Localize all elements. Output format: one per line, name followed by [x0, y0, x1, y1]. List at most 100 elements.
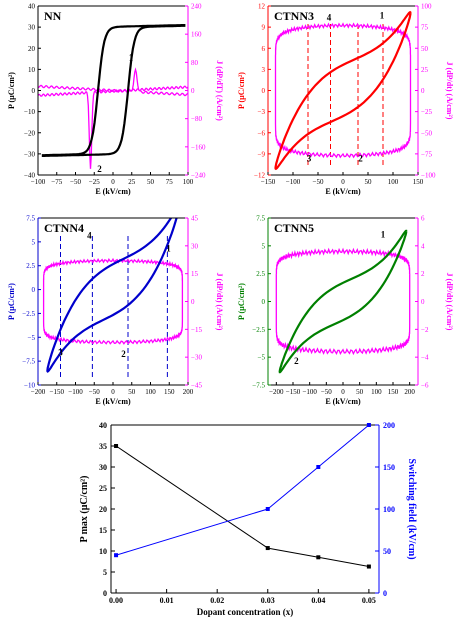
- y-tick-label: −40: [24, 172, 35, 180]
- y-tick-label: 12: [258, 3, 266, 11]
- y2-tick-label: 2: [421, 270, 425, 278]
- series-line-1: [115, 424, 370, 556]
- y-tick-label: 40: [28, 3, 36, 11]
- y2-tick-label: −25: [421, 108, 432, 116]
- summary-chart: 0.00 0.01 0.02 0.03 0.04 0.05 0 5 10 15 20 25 30 35 40…: [79, 421, 417, 617]
- panel-ctnn5: −200 −150 −100 −50 0 50 100 150 200−7.5−5−2.502.…: [237, 215, 454, 407]
- y2-tick-label: 0: [191, 298, 195, 306]
- series-point-1: [316, 465, 321, 469]
- y-tick-label: −7.5: [252, 382, 265, 390]
- y-tick-label: 10: [99, 547, 107, 556]
- x-tick-label: −150: [286, 388, 301, 396]
- x-tick-label: 200: [404, 388, 415, 396]
- y-tick-label: 5: [262, 242, 266, 250]
- y-tick-label: −10: [24, 382, 35, 390]
- point-annotation: 3: [58, 347, 63, 357]
- x-tick-label: 50: [365, 178, 373, 186]
- y2-tick-label: −4: [421, 354, 429, 362]
- y-tick-label: 7.5: [26, 215, 35, 223]
- y-tick-label: −9: [258, 150, 266, 158]
- x-tick-label: 0: [111, 388, 115, 396]
- y2-tick-label: −160: [191, 143, 206, 151]
- y2-tick-label: 45: [191, 215, 199, 223]
- y2-tick-label: −75: [421, 150, 432, 158]
- x-tick-label: 0.04: [311, 596, 325, 605]
- x-tick-label: −200: [269, 388, 284, 396]
- y2-tick-label: 6: [421, 215, 425, 223]
- x-tick-label: −50: [313, 178, 324, 186]
- panel-title: CTNN5: [274, 221, 314, 235]
- x-tick-label: 150: [388, 388, 399, 396]
- point-annotation: 1: [381, 229, 386, 239]
- series-point-1: [114, 553, 119, 558]
- y2-tick-label: 4: [421, 242, 425, 250]
- series-point-1: [265, 507, 270, 511]
- y-axis-label: P (μC/cm²): [7, 283, 16, 320]
- current-curve: [275, 247, 411, 356]
- y2-tick-label: 200: [383, 421, 395, 430]
- y-tick-label: −30: [24, 150, 35, 158]
- point-annotation: 1: [380, 11, 385, 21]
- x-tick-label: −100: [302, 388, 317, 396]
- y2-tick-label: 0: [191, 87, 195, 95]
- y-tick-label: −10: [24, 108, 35, 116]
- y-tick-label: 5: [32, 238, 36, 246]
- y-tick-label: 2.5: [26, 262, 35, 270]
- x-tick-label: 0: [341, 178, 345, 186]
- series-point-1: [366, 423, 371, 427]
- point-annotation: 2: [294, 356, 299, 366]
- point-annotation: 2: [121, 349, 126, 359]
- x-tick-label: 100: [371, 388, 382, 396]
- panel-ctnn3: −150 −100 −50 0 50 100 150−12−9−6−3036912−100−…: [237, 3, 454, 197]
- current-curve: [274, 22, 412, 159]
- y-axis-label: P (μC/cm²): [237, 72, 246, 109]
- x-axis-label: Dopant concentration (x): [197, 607, 294, 617]
- y-tick-label: 20: [99, 505, 107, 514]
- x-tick-label: 0.05: [362, 596, 376, 605]
- y-tick-label: −2.5: [22, 310, 35, 318]
- x-tick-label: −75: [51, 178, 62, 186]
- y2-tick-label: −240: [191, 172, 206, 180]
- panel-title: CTNN4: [44, 221, 84, 235]
- x-axis-label: E (kV/cm): [325, 187, 361, 196]
- y2-axis-label: Switching field (kV/cm): [406, 458, 417, 559]
- y2-tick-label: 75: [421, 24, 429, 32]
- y-axis-label: P (μC/cm²): [237, 283, 246, 320]
- y2-tick-label: 100: [421, 3, 432, 11]
- current-curve: [38, 67, 188, 169]
- y2-tick-label: −100: [421, 172, 436, 180]
- y2-tick-label: 15: [191, 270, 199, 278]
- y-tick-label: 3: [262, 66, 266, 74]
- y2-tick-label: −2: [421, 326, 429, 334]
- y2-tick-label: −80: [191, 115, 202, 123]
- x-axis-label: E (kV/cm): [325, 397, 361, 406]
- y-tick-label: 5: [103, 568, 107, 577]
- y2-tick-label: 50: [383, 547, 391, 556]
- y2-tick-label: 50: [421, 45, 429, 53]
- y-tick-label: −5: [258, 354, 266, 362]
- x-axis-label: E (kV/cm): [95, 397, 131, 406]
- x-tick-label: 50: [147, 178, 155, 186]
- x-tick-label: −25: [89, 178, 100, 186]
- x-tick-label: 100: [145, 388, 156, 396]
- y2-tick-label: 150: [383, 463, 395, 472]
- series-point-0: [265, 546, 270, 551]
- x-tick-label: 0.00: [109, 596, 123, 605]
- y-tick-label: 10: [28, 66, 36, 74]
- y-tick-label: 7.5: [256, 215, 265, 223]
- y2-axis-label: J (dP/dt) (A/cm²): [445, 273, 454, 331]
- y2-tick-label: −50: [421, 129, 432, 137]
- x-tick-label: 100: [388, 178, 399, 186]
- x-tick-label: 50: [128, 388, 136, 396]
- point-annotation: 1: [129, 53, 134, 63]
- x-tick-label: 0: [341, 388, 345, 396]
- point-annotation: 3: [307, 153, 312, 163]
- x-tick-label: 0.02: [210, 596, 224, 605]
- y-tick-label: 30: [99, 463, 107, 472]
- y2-tick-label: −30: [191, 354, 202, 362]
- x-tick-label: −50: [89, 388, 100, 396]
- y2-tick-label: −15: [191, 326, 202, 334]
- x-tick-label: 100: [183, 178, 194, 186]
- y-tick-label: 2.5: [256, 270, 265, 278]
